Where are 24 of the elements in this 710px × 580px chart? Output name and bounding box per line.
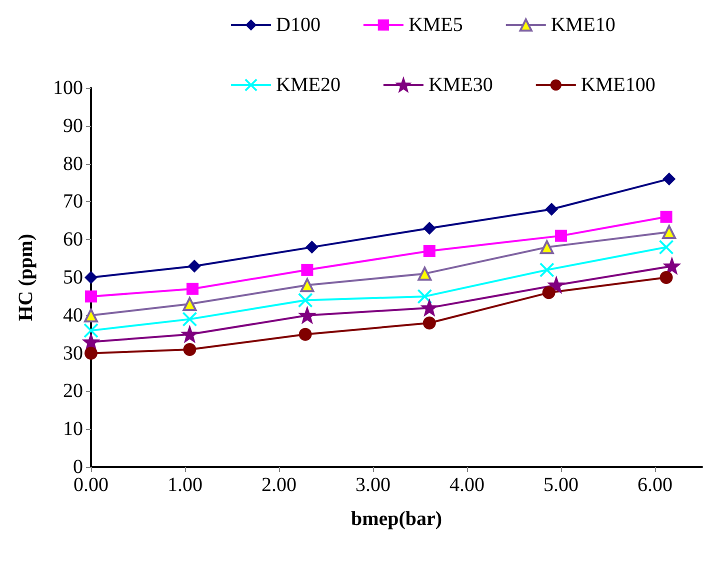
y-tick-label: 90 [63,114,83,137]
y-tick-label: 30 [63,342,83,364]
x-tick-label: 5.00 [544,474,578,496]
y-tick-label: 60 [63,228,83,251]
x-tick-label: 4.00 [450,474,484,496]
y-tick-label: 50 [63,266,83,288]
x-axis-title: bmep(bar) [350,508,442,530]
x-tick-label: 6.00 [638,474,672,496]
x-tick-label: 1.00 [168,474,202,496]
x-tick-label: 2.00 [262,474,296,496]
y-tick-label: 80 [63,152,83,175]
y-axis-title: HC (ppm) [15,234,37,322]
legend-label: D100 [276,14,320,36]
x-tick-label: 3.00 [356,474,390,496]
y-tick-label: 10 [63,418,83,440]
legend-label: KME20 [276,74,340,96]
legend-label: KME10 [550,14,616,36]
y-tick-label: 70 [63,190,83,213]
y-tick-label: 20 [63,380,83,402]
legend-label: KME30 [428,74,493,96]
y-tick-label: 40 [63,304,83,326]
legend-label: KME100 [580,74,656,96]
legend-label: KME5 [408,14,463,36]
y-tick-label: 100 [53,77,83,99]
